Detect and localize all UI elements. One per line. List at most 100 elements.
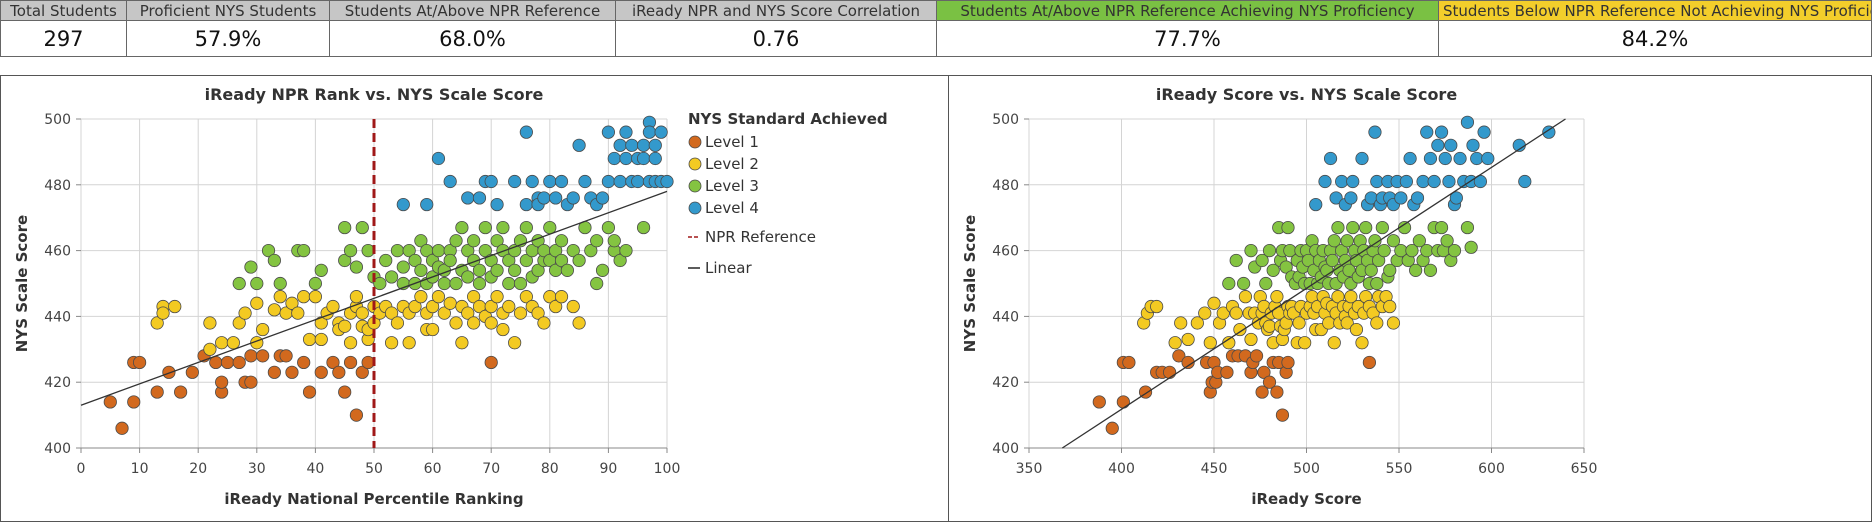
data-point [1349,322,1364,337]
data-point [1375,220,1389,235]
chart-title: iReady NPR Rank vs. NYS Scale Score [205,85,544,104]
data-point [1362,355,1376,370]
data-point [537,316,551,330]
data-point [1346,220,1360,235]
x-tick-label: 350 [1016,461,1043,477]
data-point [613,138,627,152]
data-point [1262,244,1277,258]
data-point [361,355,375,370]
data-point [1298,336,1312,350]
data-point [531,263,545,277]
data-point [402,244,416,258]
data-point [349,408,364,422]
data-point [572,316,586,330]
data-point [1181,332,1195,347]
data-point [1255,385,1269,399]
data-point [513,306,528,320]
data-point [1275,408,1290,422]
data-point [1262,319,1277,333]
stat-header: Students At/Above NPR Reference Achievin… [936,0,1439,22]
x-axis-label: iReady National Percentile Ranking [224,490,523,508]
y-tick-label: 500 [44,112,71,128]
data-point [220,355,235,370]
data-point [1238,290,1253,304]
data-point [425,299,440,314]
data-point [1368,125,1382,139]
data-point [203,316,217,330]
data-point [1281,355,1295,370]
data-point [338,319,352,333]
y-tick-label: 480 [992,178,1019,194]
data-point [595,191,610,205]
stat-value: 297 [0,20,127,57]
data-point [1438,151,1452,166]
data-point [519,290,533,304]
data-point [1323,151,1338,166]
y-tick-label: 420 [44,375,71,391]
data-point [631,174,645,189]
data-point [566,244,580,258]
data-point [1279,260,1293,274]
summary-stats-table: Total Students Proficient NYS Students S… [0,0,1872,57]
y-tick-label: 440 [992,309,1019,325]
data-point [590,276,604,291]
data-point [1281,220,1295,235]
data-point [420,197,434,212]
data-point [1340,234,1354,248]
data-point [531,306,545,320]
data-point [543,174,557,189]
data-point [414,263,428,277]
data-point [256,349,270,363]
data-point [1203,336,1217,350]
stat-header: Proficient NYS Students [126,0,330,22]
data-point [625,138,639,152]
data-point [613,174,627,189]
y-axis-label: NYS Scale Score [13,215,31,352]
data-point [1255,253,1269,268]
score-chart-panel: iReady Score vs. NYS Scale Score 350 400 45… [948,75,1872,522]
data-point [1368,234,1382,248]
data-point [425,322,440,337]
data-point [525,174,539,189]
data-point [461,270,475,284]
data-point [578,174,592,189]
data-point [619,244,633,258]
x-tick-label: 80 [541,461,559,477]
data-point [1453,151,1467,166]
data-point [1092,395,1106,409]
data-point [484,174,498,189]
data-point [490,197,504,212]
data-point [461,244,475,258]
y-tick-label: 460 [992,244,1019,260]
data-point [1329,191,1343,205]
data-point [1440,234,1454,248]
data-point [519,197,533,212]
data-point [549,191,563,205]
data-point [590,234,604,248]
data-point [1355,151,1369,166]
data-point [601,220,616,235]
x-tick-label: 90 [599,461,617,477]
data-point [244,349,258,363]
data-point [174,385,188,399]
data-point [1542,125,1556,139]
data-point [601,125,616,139]
data-point [308,276,322,291]
data-point [1466,138,1480,152]
data-point [215,375,229,389]
data-point [443,296,457,310]
data-point [1370,174,1384,189]
data-point [1477,125,1491,139]
data-point [484,316,498,330]
data-point [226,336,240,350]
data-point [490,234,504,248]
data-point [1399,174,1413,189]
data-point [150,385,164,399]
data-point [267,303,281,317]
data-point [156,306,170,320]
data-point [1427,174,1441,189]
data-point [1327,234,1341,248]
x-tick-label: 600 [1478,461,1505,477]
x-tick-label: 40 [306,461,324,477]
chart-title: iReady Score vs. NYS Scale Score [1156,85,1457,104]
